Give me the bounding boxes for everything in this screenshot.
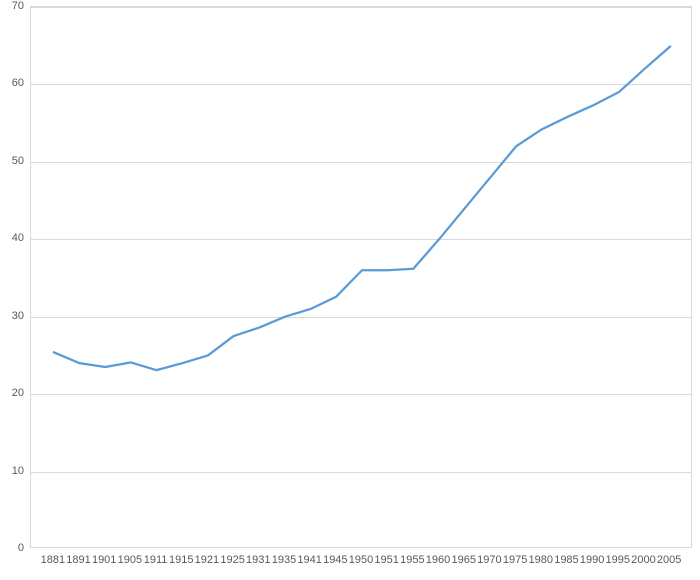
x-axis-label: 1891 — [66, 554, 90, 566]
x-axis-label: 1951 — [374, 554, 398, 566]
x-axis-label: 1950 — [349, 554, 373, 566]
series-line — [31, 7, 693, 549]
x-axis-label: 1935 — [272, 554, 296, 566]
x-axis-label: 1931 — [246, 554, 270, 566]
x-axis-label: 1985 — [554, 554, 578, 566]
plot-area — [30, 6, 692, 548]
x-axis-label: 1925 — [220, 554, 244, 566]
x-axis-label: 1921 — [195, 554, 219, 566]
x-axis-label: 1960 — [426, 554, 450, 566]
x-axis-label: 1941 — [297, 554, 321, 566]
x-axis-label: 1995 — [606, 554, 630, 566]
x-axis-label: 1901 — [92, 554, 116, 566]
x-axis-label: 1980 — [529, 554, 553, 566]
x-axis-label: 1965 — [451, 554, 475, 566]
x-axis-label: 1955 — [400, 554, 424, 566]
x-axis-label: 1970 — [477, 554, 501, 566]
x-axis-label: 1990 — [580, 554, 604, 566]
x-axis-label: 2005 — [657, 554, 681, 566]
x-axis-label: 1945 — [323, 554, 347, 566]
x-axis-label: 1915 — [169, 554, 193, 566]
x-axis-label: 1911 — [144, 554, 168, 566]
x-axis-label: 1975 — [503, 554, 527, 566]
line-chart: 0102030405060701881189119011905191119151… — [0, 0, 700, 580]
x-axis-label: 1881 — [41, 554, 65, 566]
x-axis-label: 2000 — [631, 554, 655, 566]
x-axis-label: 1905 — [118, 554, 142, 566]
